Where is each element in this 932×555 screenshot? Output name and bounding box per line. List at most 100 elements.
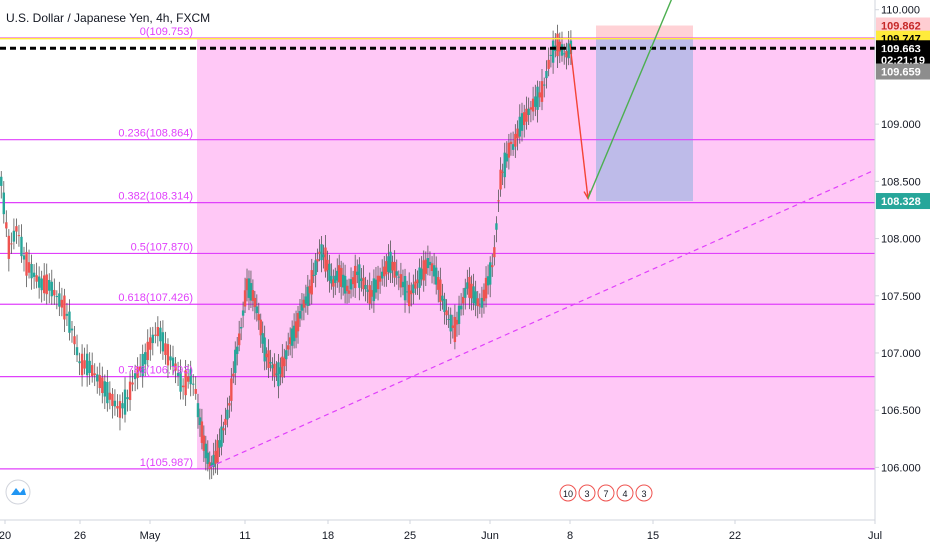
candle (376, 265, 380, 301)
candle (70, 321, 74, 343)
candle-body (391, 261, 394, 271)
candle-body (499, 169, 502, 190)
candle (545, 60, 548, 89)
candle-body (430, 263, 434, 271)
x-tick-label: 15 (647, 530, 659, 542)
candle (138, 353, 142, 377)
candle-body (83, 360, 86, 369)
candle-body (204, 443, 208, 459)
candle (121, 392, 124, 419)
candle (306, 274, 310, 315)
event-badge[interactable]: 3 (635, 484, 653, 502)
candle (179, 359, 182, 400)
fib-level-label-0.618: 0.618(107.426) (118, 292, 193, 304)
event-badge[interactable]: 7 (597, 484, 615, 502)
logo-icon[interactable] (5, 479, 31, 505)
candle-body (237, 333, 241, 346)
candle (234, 341, 237, 386)
candle-body (531, 98, 535, 112)
candle (565, 42, 568, 70)
x-tick-label: 26 (74, 530, 86, 542)
event-badge-circle (616, 484, 634, 502)
candle (499, 157, 502, 197)
candle-body (426, 258, 430, 269)
candle-body (35, 275, 38, 282)
candle (5, 210, 8, 238)
candle-body (503, 152, 506, 178)
candle (40, 270, 43, 303)
candle-body (486, 276, 490, 286)
candle-body (218, 440, 221, 448)
candle (68, 299, 71, 341)
position-stop-zone (596, 25, 693, 38)
candle (443, 292, 446, 325)
candle-body (558, 41, 561, 52)
fib-level-label-0.5: 0.5(107.870) (131, 241, 193, 253)
candle (126, 389, 129, 412)
candle-body (424, 259, 428, 274)
candle-body (380, 271, 384, 279)
candle (432, 253, 436, 285)
candle-body (196, 403, 200, 418)
candle-body (228, 403, 231, 406)
candle-body (449, 314, 452, 332)
candle-body (63, 295, 66, 320)
candle (362, 265, 365, 297)
candle (273, 353, 276, 388)
candle-body (257, 314, 260, 321)
candle (372, 269, 376, 313)
candle-body (50, 281, 53, 297)
candle-body (184, 370, 187, 396)
candle-body (376, 275, 380, 290)
candle-body (439, 279, 442, 303)
candle-body (230, 378, 233, 401)
event-badge[interactable]: 3 (578, 484, 596, 502)
candle (434, 256, 438, 295)
candle-body (447, 319, 450, 321)
candle-body (108, 392, 112, 400)
candle-body (403, 275, 407, 301)
candle-body (234, 349, 237, 373)
candle-body (200, 421, 204, 443)
candle-body (453, 316, 457, 343)
candle (214, 439, 217, 474)
candle-body (189, 369, 192, 385)
candle (50, 269, 53, 305)
candle-body (261, 333, 264, 344)
candle-body (2, 192, 5, 215)
event-badge[interactable]: 4 (616, 484, 634, 502)
candle (330, 263, 333, 290)
candle (232, 361, 235, 384)
candle-body (48, 279, 51, 291)
candle-body (399, 274, 403, 288)
candle-body (545, 71, 548, 79)
candle (405, 280, 409, 303)
candle-body (298, 311, 302, 319)
candle (312, 262, 315, 283)
candle (466, 269, 469, 295)
candle-body (341, 274, 345, 288)
candle (123, 377, 127, 423)
candle (558, 32, 561, 64)
candle (271, 357, 274, 381)
candle-body (236, 346, 239, 355)
candle (243, 277, 247, 313)
candle (505, 141, 509, 168)
candle (218, 428, 221, 457)
candle (334, 267, 337, 296)
candle-body (151, 334, 155, 344)
candle (230, 368, 233, 412)
candle-body (222, 428, 225, 431)
candle (73, 325, 76, 356)
candle (20, 224, 23, 263)
candle-body (326, 259, 329, 271)
candle (265, 347, 268, 370)
candle-body (90, 365, 94, 377)
candle (171, 345, 175, 376)
candle-body (353, 265, 357, 289)
candle (511, 131, 515, 156)
candle-body (241, 310, 245, 316)
event-badge[interactable]: 10 (559, 484, 577, 502)
candle (292, 313, 296, 349)
